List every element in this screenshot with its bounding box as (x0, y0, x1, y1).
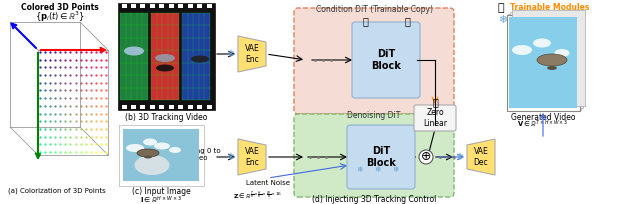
FancyBboxPatch shape (197, 105, 202, 109)
Polygon shape (238, 36, 266, 72)
Polygon shape (467, 139, 495, 175)
Text: ❄: ❄ (226, 152, 234, 162)
Text: ❄: ❄ (455, 152, 463, 162)
Ellipse shape (155, 54, 175, 62)
FancyBboxPatch shape (150, 105, 155, 109)
Text: DiT
Block: DiT Block (371, 49, 401, 71)
Circle shape (419, 150, 433, 164)
Text: DiT
Block: DiT Block (366, 146, 396, 168)
FancyBboxPatch shape (169, 4, 173, 8)
FancyBboxPatch shape (207, 4, 211, 8)
FancyBboxPatch shape (347, 125, 415, 189)
FancyBboxPatch shape (506, 14, 579, 111)
FancyBboxPatch shape (352, 22, 420, 98)
FancyBboxPatch shape (178, 4, 183, 8)
Ellipse shape (144, 155, 152, 159)
Text: $\{\mathbf{p}_i(t) \in \mathbb{R}^3\}$: $\{\mathbf{p}_i(t) \in \mathbb{R}^3\}$ (35, 10, 85, 24)
Ellipse shape (191, 55, 209, 62)
Text: Trainable Modules: Trainable Modules (510, 3, 589, 12)
Text: VAE
Enc: VAE Enc (244, 147, 259, 167)
Text: (d) Injecting 3D Tracking Control: (d) Injecting 3D Tracking Control (312, 195, 436, 204)
Text: VAE
Dec: VAE Dec (474, 147, 488, 167)
Text: $\mathbf{V} \in \mathbb{R}^{T \times H \times W \times 3}$: $\mathbf{V} \in \mathbb{R}^{T \times H \… (518, 118, 568, 130)
Text: $\mathbf{Z} \in \mathbb{R}^{\frac{T}{8} \times \frac{H}{8} \times \frac{W}{8} \t: $\mathbf{Z} \in \mathbb{R}^{\frac{T}{8} … (234, 190, 283, 202)
Ellipse shape (554, 49, 570, 57)
FancyBboxPatch shape (294, 114, 454, 197)
Ellipse shape (512, 45, 532, 55)
Polygon shape (238, 139, 266, 175)
Ellipse shape (169, 147, 181, 153)
FancyBboxPatch shape (123, 129, 199, 181)
Ellipse shape (154, 143, 170, 150)
FancyBboxPatch shape (151, 13, 179, 100)
FancyBboxPatch shape (140, 4, 145, 8)
FancyBboxPatch shape (169, 105, 173, 109)
FancyBboxPatch shape (508, 13, 580, 110)
FancyBboxPatch shape (159, 4, 164, 8)
FancyBboxPatch shape (511, 10, 584, 105)
Ellipse shape (143, 139, 157, 145)
Text: Frozen Modules: Frozen Modules (510, 16, 579, 24)
FancyBboxPatch shape (131, 105, 136, 109)
Text: 🔥: 🔥 (362, 16, 368, 26)
Text: Padding 0 to
Video: Padding 0 to Video (177, 149, 221, 162)
FancyBboxPatch shape (294, 8, 454, 114)
FancyBboxPatch shape (118, 3, 215, 110)
Ellipse shape (134, 155, 170, 175)
Text: (b) 3D Tracking Video: (b) 3D Tracking Video (125, 113, 207, 122)
Text: 🔥: 🔥 (498, 3, 504, 13)
Ellipse shape (126, 144, 144, 152)
FancyBboxPatch shape (140, 105, 145, 109)
Ellipse shape (137, 149, 159, 157)
FancyBboxPatch shape (207, 105, 211, 109)
Text: ❄: ❄ (393, 164, 399, 173)
Text: $\mathbf{I} \in \mathbb{R}^{H \times W \times 3}$: $\mathbf{I} \in \mathbb{R}^{H \times W \… (140, 194, 182, 204)
Text: Zero
Linear: Zero Linear (423, 108, 447, 128)
FancyBboxPatch shape (182, 13, 210, 100)
Text: (a) Colorization of 3D Points: (a) Colorization of 3D Points (8, 188, 106, 194)
Ellipse shape (124, 47, 144, 55)
FancyBboxPatch shape (414, 105, 456, 131)
FancyBboxPatch shape (509, 17, 577, 108)
FancyBboxPatch shape (150, 4, 155, 8)
FancyBboxPatch shape (178, 105, 183, 109)
Text: VAE
Enc: VAE Enc (244, 44, 259, 64)
Text: ❄: ❄ (226, 49, 234, 59)
Ellipse shape (156, 64, 174, 71)
FancyBboxPatch shape (131, 4, 136, 8)
Text: Denoising DiT: Denoising DiT (348, 111, 401, 120)
Ellipse shape (533, 39, 551, 48)
Text: Colored 3D Points: Colored 3D Points (21, 3, 99, 12)
Text: (c) Input Image: (c) Input Image (132, 187, 190, 196)
Text: ❄: ❄ (357, 164, 363, 173)
FancyBboxPatch shape (122, 105, 127, 109)
Text: ❄: ❄ (375, 164, 381, 173)
FancyBboxPatch shape (197, 4, 202, 8)
Text: Condition DiT (Trainable Copy): Condition DiT (Trainable Copy) (316, 4, 433, 13)
FancyBboxPatch shape (118, 124, 204, 185)
Text: Generated Video: Generated Video (511, 112, 575, 122)
FancyBboxPatch shape (509, 11, 582, 108)
Text: $\oplus$: $\oplus$ (420, 151, 431, 163)
Ellipse shape (537, 54, 567, 66)
Text: Latent Noise: Latent Noise (246, 180, 290, 186)
Text: 🔥: 🔥 (404, 16, 410, 26)
Ellipse shape (547, 66, 557, 70)
FancyBboxPatch shape (120, 13, 148, 100)
FancyBboxPatch shape (122, 4, 127, 8)
FancyBboxPatch shape (188, 4, 193, 8)
Text: 🔥: 🔥 (432, 97, 438, 107)
FancyBboxPatch shape (188, 105, 193, 109)
FancyBboxPatch shape (159, 105, 164, 109)
Text: ❄: ❄ (498, 15, 508, 25)
